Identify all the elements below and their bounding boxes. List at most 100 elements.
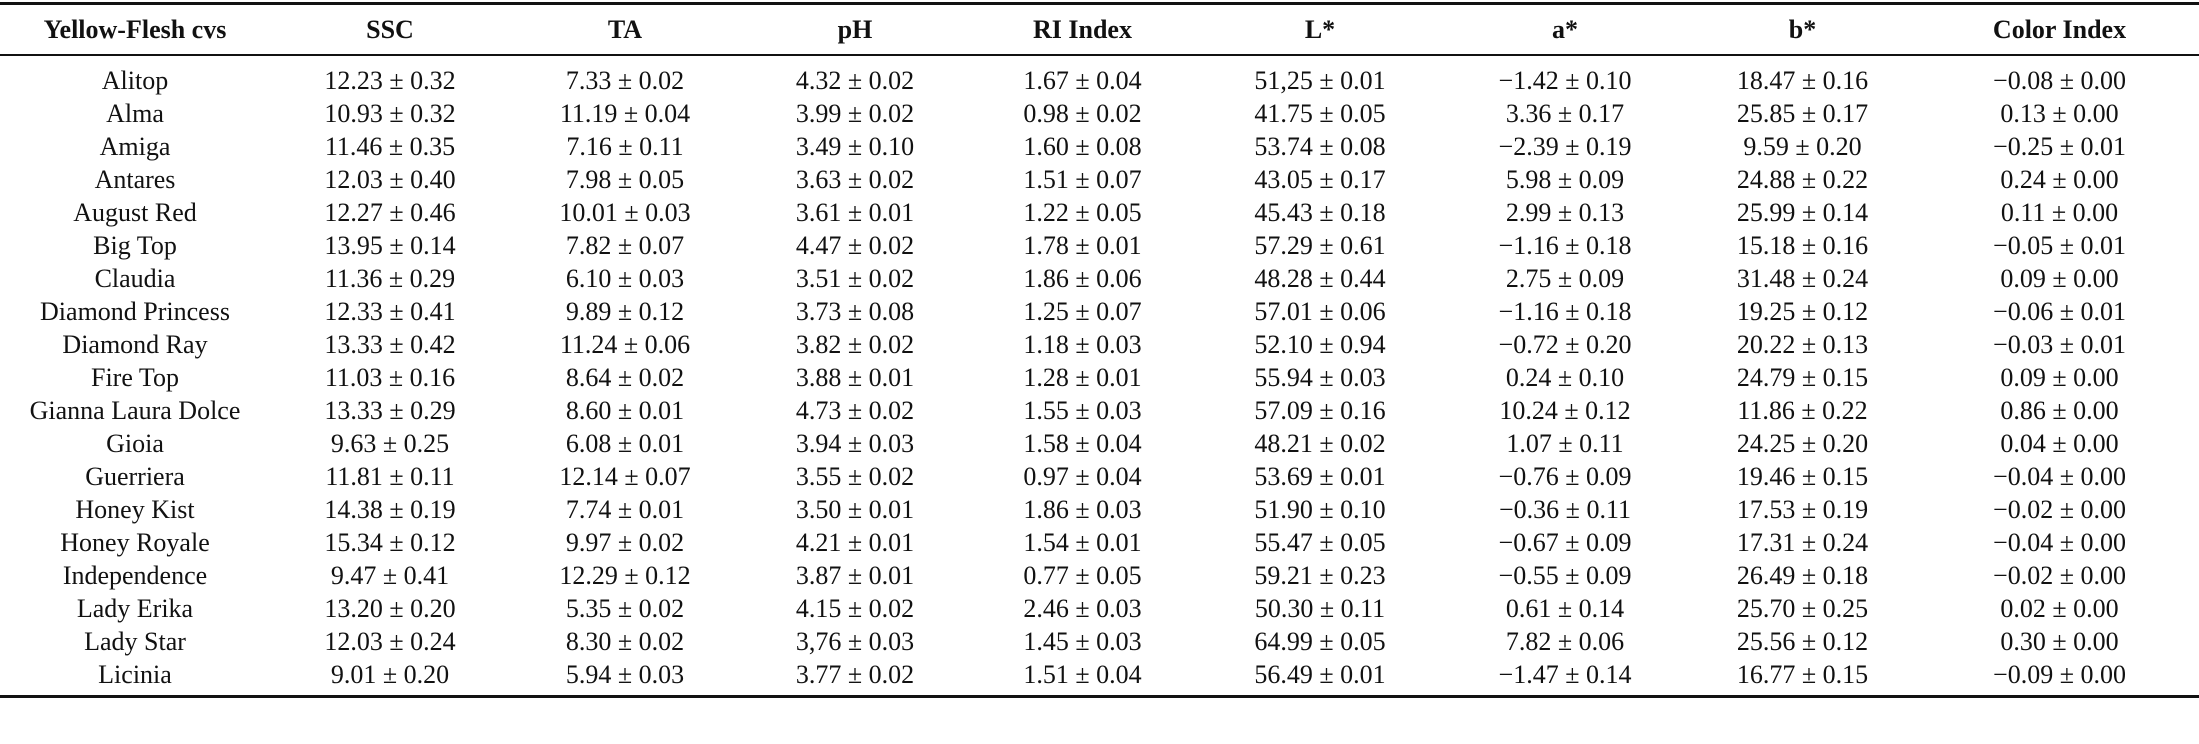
ta-cell: 7.74 ± 0.01 [565,495,685,524]
a-star-cell: −0.36 ± 0.11 [1499,495,1631,524]
header-l-star: L* [1304,15,1336,44]
header-ssc: SSC [366,15,414,44]
ph-cell: 3.73 ± 0.08 [795,297,915,326]
table-row: Guerriera 11.81 ± 0.11 12.14 ± 0.07 3.55 ± … [0,460,2199,493]
a-star-cell: −0.72 ± 0.20 [1498,330,1632,359]
ri-index-cell: 2.46 ± 0.03 [1023,594,1142,623]
l-star-cell: 50.30 ± 0.11 [1254,594,1386,623]
ri-index-cell: 1.18 ± 0.03 [1023,330,1142,359]
b-star-cell: 17.31 ± 0.24 [1736,528,1869,557]
b-star-cell: 25.56 ± 0.12 [1736,627,1869,656]
color-index-cell: 0.86 ± 0.00 [2000,396,2119,425]
ta-cell: 8.60 ± 0.01 [565,396,685,425]
cultivar-cell: Guerriera [85,462,185,491]
ssc-cell: 11.36 ± 0.29 [324,264,456,293]
ssc-cell: 13.33 ± 0.29 [324,396,456,425]
ta-cell: 6.10 ± 0.03 [565,264,685,293]
a-star-cell: 2.99 ± 0.13 [1505,198,1625,227]
color-index-cell: −0.02 ± 0.00 [1993,561,2126,590]
header-a-star: a* [1552,15,1578,44]
b-star-cell: 18.47 ± 0.16 [1736,66,1869,95]
table-row: Claudia 11.36 ± 0.29 6.10 ± 0.03 3.51 ± 0.0… [0,262,2199,295]
a-star-cell: 0.24 ± 0.10 [1505,363,1625,392]
b-star-cell: 24.79 ± 0.15 [1736,363,1869,392]
ph-cell: 4.15 ± 0.02 [795,594,915,623]
header-ph: pH [837,15,873,44]
ri-index-cell: 1.51 ± 0.07 [1023,165,1142,194]
ta-cell: 11.19 ± 0.04 [559,99,691,128]
ssc-cell: 13.20 ± 0.20 [324,594,456,623]
a-star-cell: −1.42 ± 0.10 [1498,66,1632,95]
header-row: Yellow-Flesh cvs SSC TA pH RI Index L* a… [0,3,2199,55]
b-star-cell: 25.99 ± 0.14 [1736,198,1869,227]
b-star-cell: 16.77 ± 0.15 [1736,660,1869,689]
ssc-cell: 12.23 ± 0.32 [324,66,456,95]
b-star-cell: 20.22 ± 0.13 [1736,330,1869,359]
ta-cell: 9.89 ± 0.12 [565,297,685,326]
ta-cell: 8.64 ± 0.02 [565,363,685,392]
l-star-cell: 53.74 ± 0.08 [1254,132,1386,161]
b-star-cell: 9.59 ± 0.20 [1743,132,1862,161]
l-star-cell: 59.21 ± 0.23 [1254,561,1386,590]
ph-cell: 4.32 ± 0.02 [795,66,915,95]
ta-cell: 7.98 ± 0.05 [565,165,685,194]
color-index-cell: −0.25 ± 0.01 [1993,132,2126,161]
ri-index-cell: 1.86 ± 0.03 [1023,495,1142,524]
cultivar-cell: Licinia [98,660,172,689]
ssc-cell: 15.34 ± 0.12 [324,528,456,557]
b-star-cell: 19.25 ± 0.12 [1736,297,1869,326]
cultivar-cell: Claudia [94,264,176,293]
table-row: Licinia 9.01 ± 0.20 5.94 ± 0.03 3.77 ± 0.02… [0,658,2199,697]
ph-cell: 3.77 ± 0.02 [795,660,915,689]
ssc-cell: 11.81 ± 0.11 [325,462,455,491]
a-star-cell: 2.75 ± 0.09 [1505,264,1625,293]
ta-cell: 11.24 ± 0.06 [559,330,691,359]
l-star-cell: 57.09 ± 0.16 [1254,396,1386,425]
table-row: Alma 10.93 ± 0.32 11.19 ± 0.04 3.99 ± 0.02 0… [0,97,2199,130]
ssc-cell: 12.27 ± 0.46 [324,198,456,227]
a-star-cell: 10.24 ± 0.12 [1499,396,1631,425]
table-header: Yellow-Flesh cvs SSC TA pH RI Index L* a… [0,3,2199,55]
table-row: Gianna Laura Dolce 13.33 ± 0.29 8.60 ± 0.0… [0,394,2199,427]
a-star-cell: −0.55 ± 0.09 [1498,561,1632,590]
l-star-cell: 52.10 ± 0.94 [1254,330,1386,359]
color-index-cell: −0.05 ± 0.01 [1993,231,2126,260]
cultivar-cell: Alma [106,99,164,128]
ri-index-cell: 1.60 ± 0.08 [1023,132,1142,161]
cultivar-cell: Diamond Ray [62,330,208,359]
color-index-cell: −0.06 ± 0.01 [1993,297,2126,326]
b-star-cell: 24.25 ± 0.20 [1736,429,1869,458]
l-star-cell: 48.28 ± 0.44 [1254,264,1386,293]
color-index-cell: 0.13 ± 0.00 [2000,99,2119,128]
color-index-cell: −0.04 ± 0.00 [1993,462,2126,491]
table-row: Lady Star 12.03 ± 0.24 8.30 ± 0.02 3,76 ± 0… [0,625,2199,658]
ssc-cell: 9.63 ± 0.25 [330,429,450,458]
a-star-cell: 7.82 ± 0.06 [1505,627,1625,656]
ri-index-cell: 1.58 ± 0.04 [1023,429,1142,458]
b-star-cell: 25.85 ± 0.17 [1736,99,1869,128]
l-star-cell: 53.69 ± 0.01 [1254,462,1386,491]
ri-index-cell: 1.51 ± 0.04 [1023,660,1142,689]
ssc-cell: 12.03 ± 0.24 [324,627,456,656]
ph-cell: 3.87 ± 0.01 [795,561,915,590]
color-index-cell: 0.09 ± 0.00 [2000,363,2119,392]
ri-index-cell: 1.67 ± 0.04 [1023,66,1142,95]
color-index-cell: 0.11 ± 0.00 [2000,198,2119,227]
ta-cell: 5.94 ± 0.03 [565,660,685,689]
cultivar-cell: Big Top [93,231,177,260]
l-star-cell: 64.99 ± 0.05 [1254,627,1386,656]
ssc-cell: 11.03 ± 0.16 [324,363,456,392]
table-body: Alitop 12.23 ± 0.32 7.33 ± 0.02 4.32 ± 0.02… [0,55,2199,697]
b-star-cell: 11.86 ± 0.22 [1737,396,1868,425]
cultivar-cell: Honey Kist [75,495,195,524]
ri-index-cell: 1.86 ± 0.06 [1023,264,1142,293]
l-star-cell: 48.21 ± 0.02 [1254,429,1386,458]
table-row: Lady Erika 13.20 ± 0.20 5.35 ± 0.02 4.15 ± … [0,592,2199,625]
l-star-cell: 43.05 ± 0.17 [1254,165,1386,194]
ssc-cell: 12.33 ± 0.41 [324,297,456,326]
cultivar-cell: Fire Top [91,363,179,392]
ssc-cell: 14.38 ± 0.19 [324,495,456,524]
ssc-cell: 9.47 ± 0.41 [330,561,450,590]
color-index-cell: 0.09 ± 0.00 [2000,264,2119,293]
table-row: Big Top 13.95 ± 0.14 7.82 ± 0.07 4.47 ± 0.0… [0,229,2199,262]
